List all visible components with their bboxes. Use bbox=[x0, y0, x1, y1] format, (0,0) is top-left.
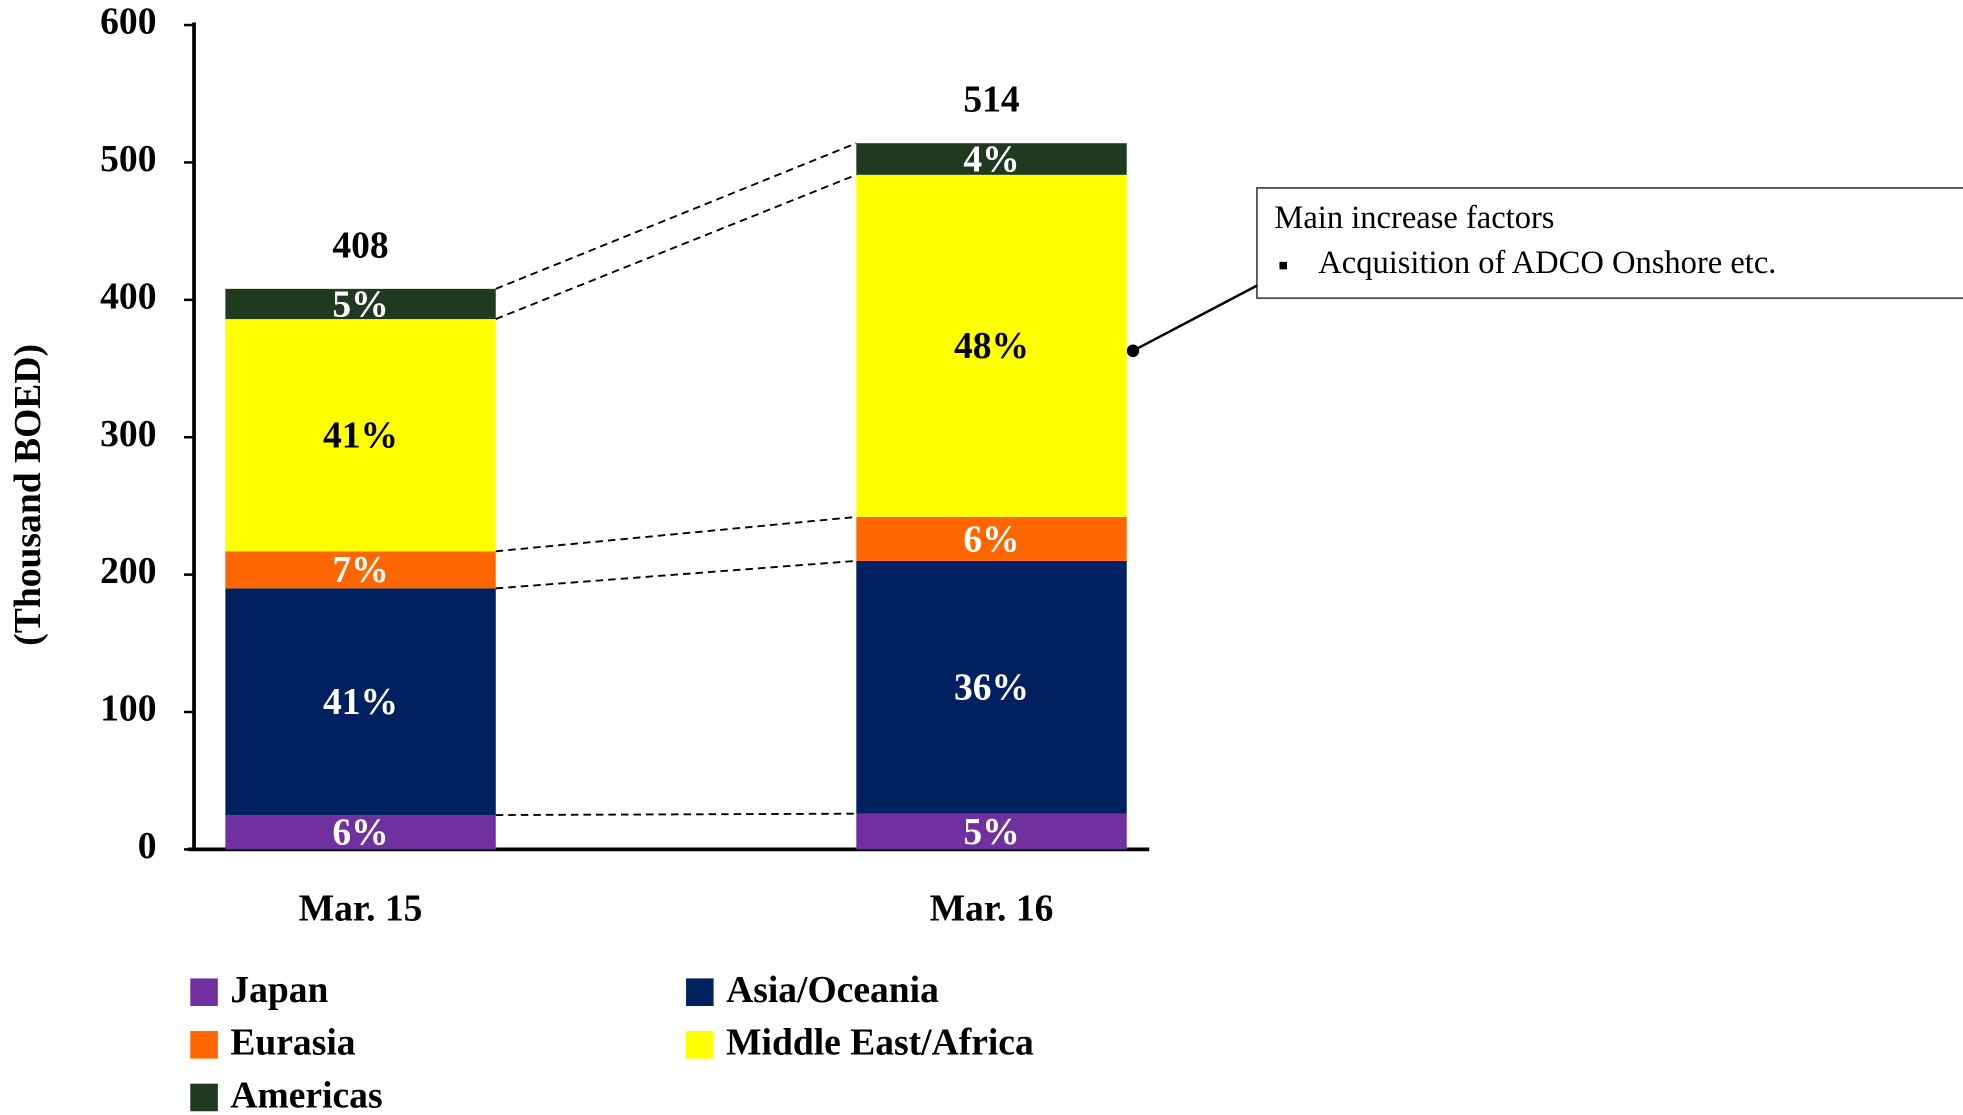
data-label: 48% bbox=[954, 326, 1029, 367]
y-axis-label: (Thousand BOED) bbox=[8, 344, 49, 646]
legend-label: Asia/Oceania bbox=[726, 970, 939, 1011]
total-label: 408 bbox=[332, 225, 388, 266]
bullet bbox=[1279, 261, 1287, 270]
bar-segment bbox=[856, 813, 1127, 850]
bar-segment bbox=[856, 143, 1127, 175]
y-tick-label: 400 bbox=[100, 276, 156, 317]
connector bbox=[495, 173, 857, 320]
connector bbox=[495, 559, 857, 590]
data-label: 5% bbox=[332, 284, 388, 325]
legend-label: Eurasia bbox=[230, 1023, 355, 1064]
bar-segment bbox=[225, 288, 496, 320]
y-tick-label: 600 bbox=[100, 2, 156, 43]
bar-segment bbox=[856, 516, 1127, 561]
callout-dot bbox=[1126, 344, 1140, 358]
x-tick-label: Mar. 15 bbox=[299, 889, 423, 930]
legend-swatch bbox=[686, 1031, 714, 1059]
data-label: 41% bbox=[323, 416, 398, 457]
legend-label: Japan bbox=[230, 970, 328, 1011]
bar-segment bbox=[225, 815, 496, 850]
data-label: 36% bbox=[954, 668, 1029, 709]
data-label: 4% bbox=[963, 139, 1019, 180]
data-label: 5% bbox=[963, 812, 1019, 853]
legend-swatch bbox=[686, 978, 714, 1007]
y-tick-label: 0 bbox=[138, 826, 157, 867]
total-label: 514 bbox=[963, 80, 1020, 121]
callout-line bbox=[1132, 284, 1258, 352]
connector bbox=[495, 515, 857, 553]
y-tick-label: 500 bbox=[100, 139, 156, 180]
bar-segment bbox=[225, 588, 496, 816]
bar-segment bbox=[856, 560, 1127, 814]
legend-swatch bbox=[190, 1031, 218, 1059]
bar-segment bbox=[856, 174, 1127, 517]
annotation-title: Main increase factors bbox=[1274, 200, 1554, 236]
y-tick-label: 200 bbox=[100, 551, 156, 592]
legend-swatch bbox=[190, 978, 218, 1007]
connector bbox=[495, 142, 857, 290]
legend-swatch bbox=[190, 1083, 218, 1112]
legend-label: Middle East/Africa bbox=[726, 1023, 1034, 1064]
legend-label: Americas bbox=[230, 1075, 382, 1115]
x-tick-label: Mar. 16 bbox=[930, 889, 1054, 930]
bar-segment bbox=[225, 319, 496, 552]
bar-segment bbox=[225, 551, 496, 589]
data-label: 7% bbox=[332, 550, 388, 591]
data-label: 6% bbox=[332, 813, 388, 854]
annotation-box bbox=[1255, 186, 1963, 300]
connector bbox=[495, 812, 857, 816]
annotation-item: Acquisition of ADCO Onshore etc. bbox=[1318, 245, 1776, 281]
data-label: 41% bbox=[323, 682, 398, 723]
y-tick-label: 300 bbox=[100, 414, 156, 455]
y-tick-label: 100 bbox=[100, 689, 156, 730]
data-label: 6% bbox=[963, 519, 1019, 560]
